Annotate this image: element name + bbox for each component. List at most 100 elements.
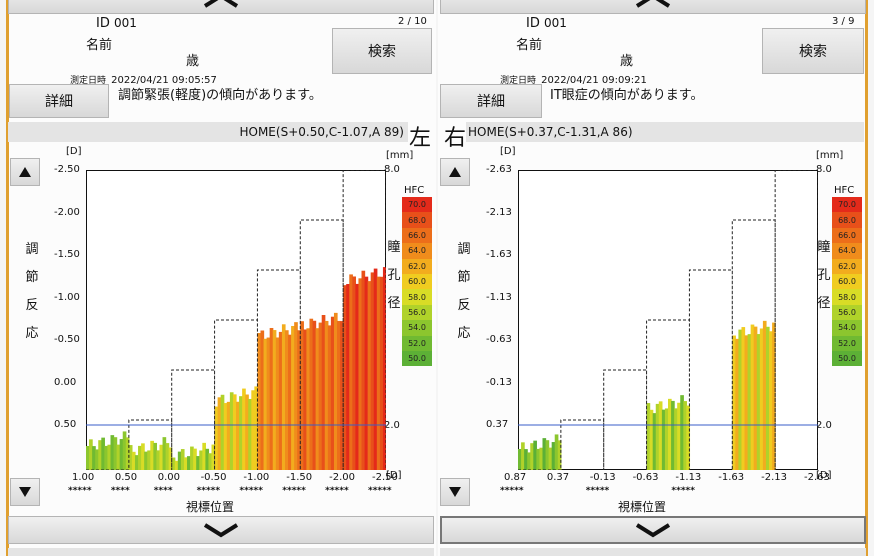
left-eye-panel: ID 001 2 / 10 名前 歳 測定日時 2022/04/21 09:05… bbox=[6, 0, 436, 556]
mm-bottom-label: 2.0 bbox=[816, 420, 832, 431]
hfc-scale-swatch: 52.0 bbox=[832, 335, 862, 351]
vertical-title-response: 調節反応 bbox=[25, 242, 39, 341]
x-tick-label: 1.00 bbox=[72, 472, 95, 483]
scroll-down-button[interactable] bbox=[8, 516, 434, 544]
x-tick-label: 0.87 bbox=[504, 472, 527, 483]
search-button[interactable]: 検索 bbox=[332, 28, 432, 74]
response-bar bbox=[257, 322, 301, 470]
triangle-down-button[interactable] bbox=[440, 478, 470, 506]
x-tick-label: -1.50 bbox=[286, 472, 313, 483]
triangle-down-icon bbox=[449, 487, 461, 497]
chevron-up-icon bbox=[203, 0, 239, 8]
mm-top-label: 8.0 bbox=[384, 164, 400, 175]
quality-star-group: ***** bbox=[196, 486, 221, 496]
hfc-scale-swatch: 56.0 bbox=[832, 304, 862, 321]
triangle-up-button[interactable] bbox=[440, 158, 470, 186]
y-tick-label: 0.37 bbox=[486, 419, 509, 430]
response-bar bbox=[732, 320, 776, 470]
vertical-title-pupil: 瞳孔径 bbox=[817, 240, 831, 311]
y-tick-label: -1.63 bbox=[486, 249, 512, 260]
response-bar bbox=[343, 267, 386, 470]
scroll-down-button[interactable] bbox=[440, 516, 866, 544]
y-tick-label: -2.00 bbox=[54, 206, 80, 218]
y-tick-label: 0.00 bbox=[54, 376, 77, 388]
x-tick-label: -2.63 bbox=[804, 472, 830, 483]
hfc-label: HFC bbox=[404, 185, 425, 196]
side-label: 左 bbox=[409, 126, 432, 151]
id-value: 001 bbox=[114, 16, 137, 30]
side-label: 右 bbox=[444, 126, 467, 151]
unit-d: [D] bbox=[66, 146, 82, 157]
response-bar bbox=[128, 437, 173, 470]
unit-mm: [mm] bbox=[386, 150, 414, 161]
hfc-scale-swatch: 56.0 bbox=[402, 304, 432, 321]
triangle-up-icon bbox=[19, 167, 31, 177]
quality-star-group: ***** bbox=[325, 486, 349, 496]
datetime-label: 測定日時 bbox=[500, 76, 537, 86]
right-eye-panel: ID 001 3 / 9 名前 歳 測定日時 2022/04/21 09:09:… bbox=[438, 0, 868, 556]
hfc-scale-swatch: 66.0 bbox=[832, 227, 862, 244]
y-tick-label: -0.50 bbox=[54, 334, 80, 345]
chevron-down-icon bbox=[203, 523, 239, 538]
name-label: 名前 bbox=[86, 38, 113, 53]
quality-star-group: ***** bbox=[368, 486, 392, 496]
chevron-up-icon bbox=[635, 0, 671, 8]
footer-bar bbox=[440, 548, 866, 556]
accommodation-chart-right bbox=[518, 170, 818, 470]
hfc-scale-swatch: 54.0 bbox=[832, 320, 862, 336]
y-tick-label: -0.63 bbox=[486, 334, 512, 345]
triangle-up-button[interactable] bbox=[10, 158, 40, 186]
quality-star-group: ***** bbox=[585, 486, 610, 496]
x-tick-label: -2.00 bbox=[329, 472, 356, 483]
home-values: HOME(S+0.50,C-1.07,A 89) bbox=[8, 122, 408, 142]
panel-edge bbox=[865, 0, 868, 556]
id-value: 001 bbox=[544, 16, 567, 30]
x-unit: [D] bbox=[816, 470, 832, 481]
quality-star-group: **** bbox=[110, 486, 130, 496]
message-text: IT眼症の傾向があります。 bbox=[550, 88, 704, 103]
hfc-scale-swatch: 68.0 bbox=[402, 212, 432, 228]
x-tick-label: -2.50 bbox=[372, 472, 398, 483]
vertical-title-response: 調節反応 bbox=[457, 242, 471, 341]
hfc-scale-swatch: 52.0 bbox=[402, 335, 432, 351]
age-label: 歳 bbox=[620, 54, 634, 69]
y-tick-label: -0.13 bbox=[486, 376, 512, 388]
search-button[interactable]: 検索 bbox=[762, 28, 864, 74]
response-bar bbox=[171, 442, 216, 470]
quality-star-group: ***** bbox=[671, 486, 695, 496]
y-tick-label: 0.50 bbox=[54, 419, 77, 430]
mm-top-label: 8.0 bbox=[816, 164, 832, 175]
hfc-scale-swatch: 66.0 bbox=[402, 227, 432, 244]
scroll-up-button[interactable] bbox=[8, 0, 434, 14]
quality-star-group: ***** bbox=[239, 486, 263, 496]
panel-edge bbox=[6, 0, 9, 556]
triangle-down-button[interactable] bbox=[10, 478, 40, 506]
datetime-value: 2022/04/21 09:05:57 bbox=[111, 75, 217, 86]
x-tick-label: 0.00 bbox=[157, 472, 180, 483]
hfc-scale-swatch: 58.0 bbox=[402, 289, 432, 305]
hfc-scale-swatch: 70.0 bbox=[832, 197, 862, 213]
triangle-up-icon bbox=[449, 167, 461, 177]
detail-button[interactable]: 詳細 bbox=[440, 84, 542, 118]
id-label: ID bbox=[96, 16, 110, 31]
detail-button[interactable]: 詳細 bbox=[9, 84, 109, 118]
hfc-scale-swatch: 64.0 bbox=[832, 243, 862, 259]
target-step-line bbox=[518, 170, 818, 470]
x-tick-label: 0.37 bbox=[546, 472, 570, 483]
quality-star-group: ***** bbox=[500, 486, 524, 496]
hfc-scale-swatch: 64.0 bbox=[402, 243, 432, 259]
x-tick-label: -0.50 bbox=[200, 472, 227, 483]
home-values: HOME(S+0.37,C-1.31,A 86) bbox=[466, 122, 864, 142]
hfc-scale-swatch: 70.0 bbox=[402, 197, 432, 213]
y-tick-label: -1.13 bbox=[486, 291, 512, 303]
response-bar bbox=[646, 395, 691, 470]
x-axis-title: 視標位置 bbox=[186, 500, 235, 514]
hfc-scale-swatch: 60.0 bbox=[402, 273, 432, 290]
scroll-up-button[interactable] bbox=[440, 0, 866, 14]
chevron-down-icon bbox=[635, 523, 671, 538]
x-unit: [D] bbox=[386, 470, 402, 481]
quality-star-group: ***** bbox=[282, 486, 306, 496]
hfc-scale-swatch: 54.0 bbox=[402, 320, 432, 336]
message-text: 調節緊張(軽度)の傾向があります。 bbox=[118, 88, 322, 103]
page-indicator: 3 / 9 bbox=[832, 16, 855, 27]
